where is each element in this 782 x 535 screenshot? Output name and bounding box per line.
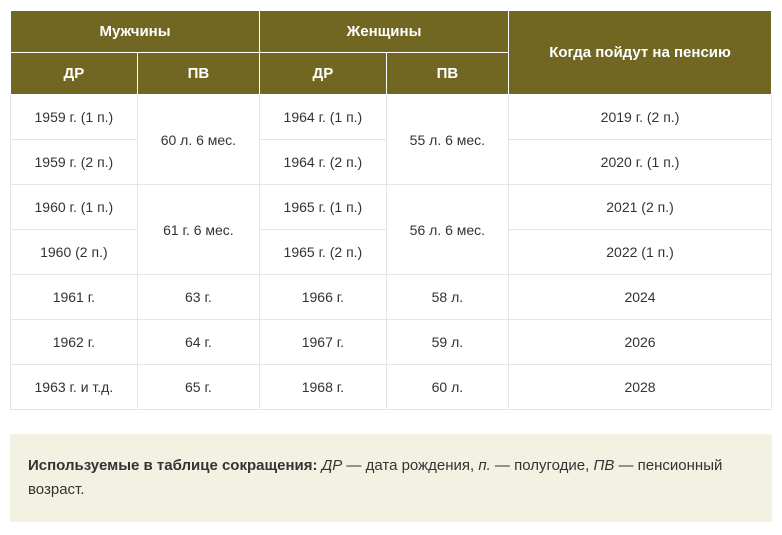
cell-wdr: 1964 г. (1 п.) bbox=[260, 95, 387, 140]
cell-when: 2019 г. (2 п.) bbox=[509, 95, 772, 140]
cell-mdr: 1959 г. (1 п.) bbox=[11, 95, 138, 140]
cell-mpv: 65 г. bbox=[137, 365, 259, 410]
header-dr-men: ДР bbox=[11, 53, 138, 95]
cell-wpv: 59 л. bbox=[386, 320, 508, 365]
cell-mdr: 1961 г. bbox=[11, 275, 138, 320]
cell-mdr: 1959 г. (2 п.) bbox=[11, 140, 138, 185]
cell-mpv: 64 г. bbox=[137, 320, 259, 365]
note-pv-abbr: ПВ bbox=[593, 457, 614, 474]
header-women: Женщины bbox=[260, 11, 509, 53]
cell-mdr: 1960 (2 п.) bbox=[11, 230, 138, 275]
cell-mpv: 63 г. bbox=[137, 275, 259, 320]
cell-when: 2024 bbox=[509, 275, 772, 320]
table-row: 1960 г. (1 п.) 61 г. 6 мес. 1965 г. (1 п… bbox=[11, 185, 772, 230]
cell-when: 2021 (2 п.) bbox=[509, 185, 772, 230]
cell-wdr: 1967 г. bbox=[260, 320, 387, 365]
cell-mpv: 61 г. 6 мес. bbox=[137, 185, 259, 275]
cell-mdr: 1963 г. и т.д. bbox=[11, 365, 138, 410]
table-row: 1959 г. (1 п.) 60 л. 6 мес. 1964 г. (1 п… bbox=[11, 95, 772, 140]
cell-wdr: 1966 г. bbox=[260, 275, 387, 320]
cell-wpv: 60 л. bbox=[386, 365, 508, 410]
cell-mpv: 60 л. 6 мес. bbox=[137, 95, 259, 185]
cell-mdr: 1960 г. (1 п.) bbox=[11, 185, 138, 230]
header-pv-women: ПВ bbox=[386, 53, 508, 95]
cell-wpv: 58 л. bbox=[386, 275, 508, 320]
cell-when: 2022 (1 п.) bbox=[509, 230, 772, 275]
pension-table: Мужчины Женщины Когда пойдут на пенсию Д… bbox=[10, 10, 772, 410]
note-p-text: — полугодие, bbox=[491, 457, 594, 474]
cell-when: 2026 bbox=[509, 320, 772, 365]
note-dr-text: — дата рождения, bbox=[342, 457, 478, 474]
cell-wdr: 1964 г. (2 п.) bbox=[260, 140, 387, 185]
table-row: 1963 г. и т.д. 65 г. 1968 г. 60 л. 2028 bbox=[11, 365, 772, 410]
cell-when: 2020 г. (1 п.) bbox=[509, 140, 772, 185]
cell-wdr: 1965 г. (2 п.) bbox=[260, 230, 387, 275]
table-row: 1961 г. 63 г. 1966 г. 58 л. 2024 bbox=[11, 275, 772, 320]
cell-wdr: 1965 г. (1 п.) bbox=[260, 185, 387, 230]
cell-when: 2028 bbox=[509, 365, 772, 410]
header-pv-men: ПВ bbox=[137, 53, 259, 95]
header-men: Мужчины bbox=[11, 11, 260, 53]
table-row: 1962 г. 64 г. 1967 г. 59 л. 2026 bbox=[11, 320, 772, 365]
cell-wpv: 56 л. 6 мес. bbox=[386, 185, 508, 275]
note-p-abbr: п. bbox=[478, 457, 490, 474]
header-when: Когда пойдут на пенсию bbox=[509, 11, 772, 95]
cell-wdr: 1968 г. bbox=[260, 365, 387, 410]
cell-wpv: 55 л. 6 мес. bbox=[386, 95, 508, 185]
note-prefix: Используемые в таблице сокращения: bbox=[28, 457, 318, 474]
abbreviations-note: Используемые в таблице сокращения: ДР — … bbox=[10, 434, 772, 522]
note-dr-abbr: ДР bbox=[322, 457, 343, 474]
header-dr-women: ДР bbox=[260, 53, 387, 95]
cell-mdr: 1962 г. bbox=[11, 320, 138, 365]
note-text: Используемые в таблице сокращения: ДР — … bbox=[28, 454, 754, 502]
